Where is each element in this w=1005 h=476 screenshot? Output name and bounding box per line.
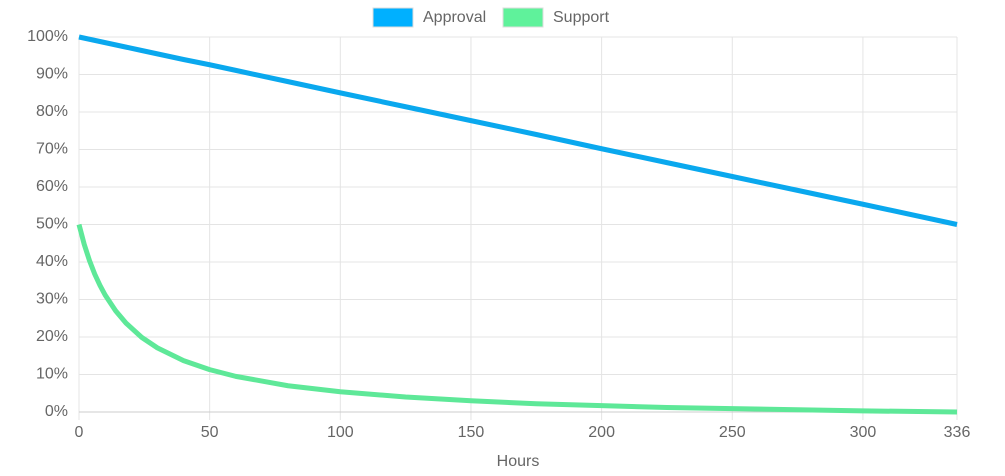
- x-tick-label: 336: [944, 424, 971, 441]
- legend-label: Support: [553, 9, 610, 26]
- y-tick-label: 40%: [36, 253, 68, 270]
- x-tick-label: 300: [850, 424, 877, 441]
- y-tick-label: 10%: [36, 366, 68, 383]
- x-tick-label: 50: [201, 424, 219, 441]
- y-tick-label: 20%: [36, 328, 68, 345]
- y-tick-label: 80%: [36, 103, 68, 120]
- legend-label: Approval: [423, 9, 486, 26]
- x-axis-title: Hours: [497, 453, 540, 470]
- series-line: [76, 223, 958, 415]
- legend-swatch: [502, 7, 544, 28]
- y-tick-label: 90%: [36, 66, 68, 83]
- y-tick-label: 70%: [36, 141, 68, 158]
- y-tick-label: 50%: [36, 216, 68, 233]
- x-tick-label: 0: [75, 424, 84, 441]
- y-tick-label: 60%: [36, 178, 68, 195]
- x-tick-label: 100: [327, 424, 354, 441]
- x-tick-label: 150: [458, 424, 485, 441]
- y-tick-label: 30%: [36, 291, 68, 308]
- legend-swatch: [372, 7, 414, 28]
- x-tick-label: 200: [588, 424, 615, 441]
- series-line: [78, 34, 958, 227]
- y-tick-label: 0%: [45, 403, 68, 420]
- y-tick-label: 100%: [27, 28, 68, 45]
- x-tick-label: 250: [719, 424, 746, 441]
